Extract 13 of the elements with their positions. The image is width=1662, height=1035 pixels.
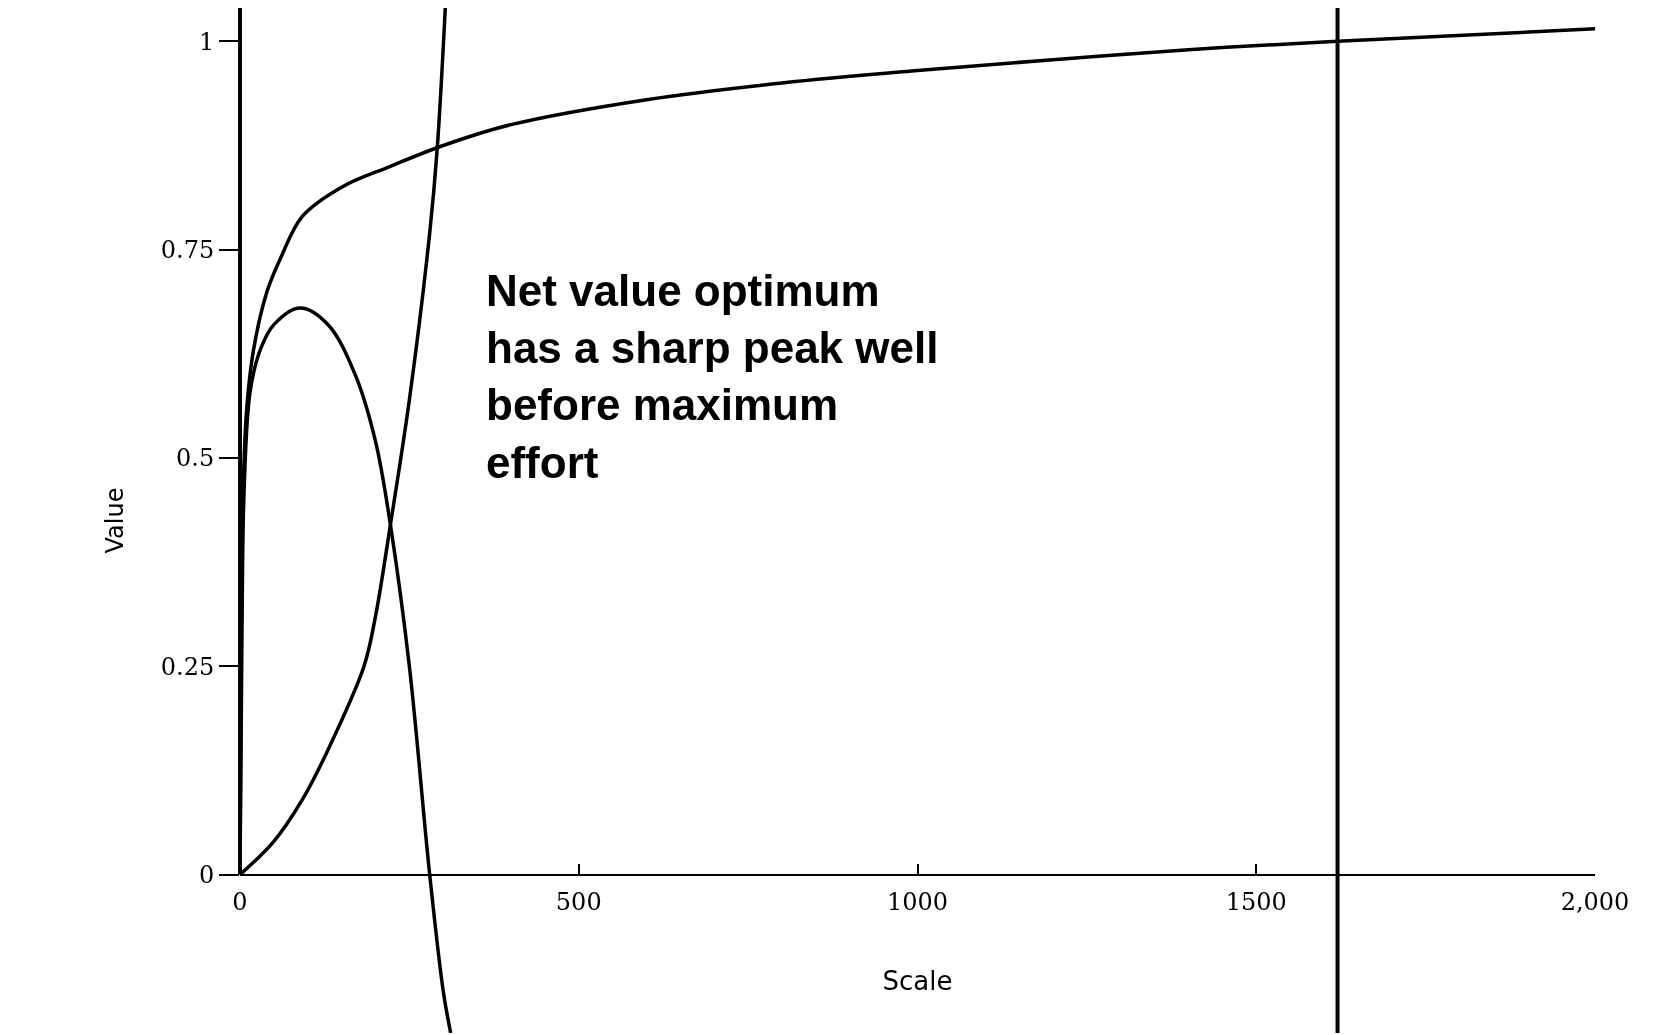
- x-tick-label: 1500: [1225, 888, 1287, 917]
- y-tick-label: 0.5: [176, 444, 215, 473]
- x-axis-title: Scale: [882, 965, 953, 996]
- y-tick-label: 1: [198, 27, 215, 56]
- x-tick-label: 500: [555, 888, 602, 917]
- x-tick-label: 0: [232, 888, 248, 917]
- y-tick-label: 0.25: [160, 652, 215, 681]
- y-axis-title: Value: [100, 487, 129, 554]
- y-tick-label: 0: [198, 861, 215, 890]
- annotation: Net value optimum has a sharp peak well before maximum effort: [486, 266, 939, 487]
- y-tick-label: 0.75: [160, 236, 215, 265]
- x-tick-label: 1000: [886, 888, 949, 917]
- x-tick-label: 2,000: [1560, 888, 1630, 917]
